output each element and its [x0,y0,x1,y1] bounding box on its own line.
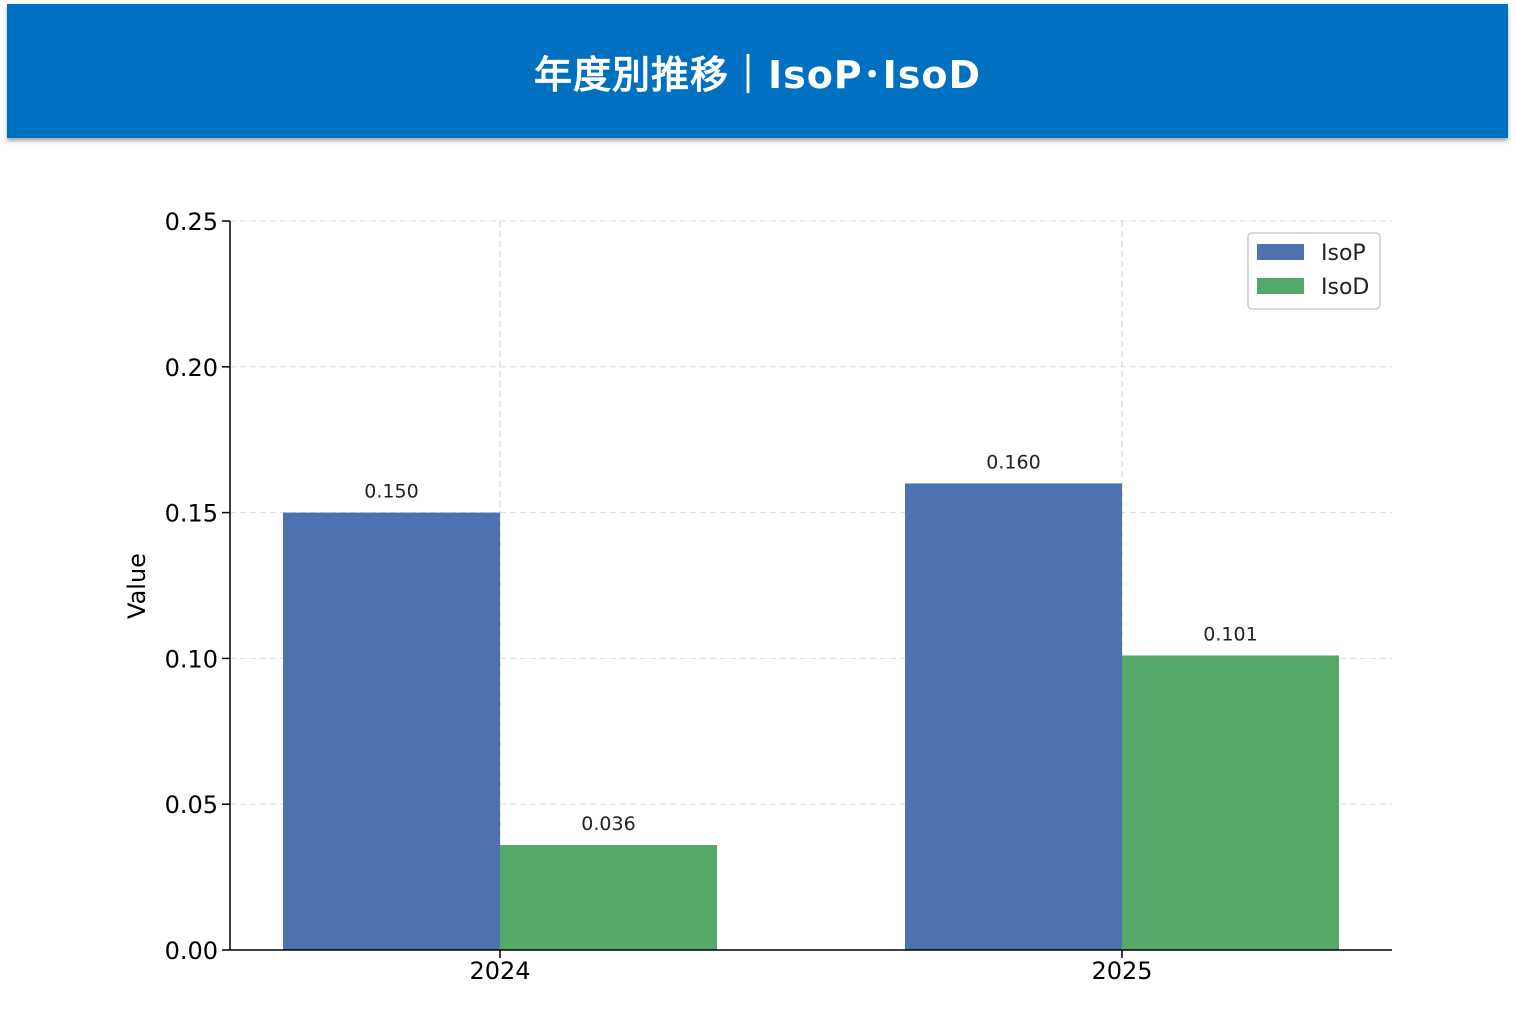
data-label: 0.160 [986,451,1040,473]
data-label: 0.150 [364,481,418,503]
page-title: 年度別推移｜IsoP･IsoD [533,52,982,97]
y-tick-label: 0.15 [165,500,218,528]
legend-swatch-isod [1257,278,1304,294]
bar-isod-2025 [1122,655,1339,950]
bar-layer [283,483,1339,950]
x-tick-label: 2024 [469,957,530,985]
y-axis-label: Value [123,553,151,619]
label-layer: 0.00 0.05 0.10 0.15 0.20 0.25 0.150 0.036 2024 0.… [123,208,1258,985]
legend: IsoP IsoD [1247,232,1381,310]
bar-isod-2024 [500,845,717,950]
y-tick-label: 0.25 [165,208,218,236]
y-tick-label: 0.00 [165,937,218,965]
bar-isop-2025 [905,483,1122,950]
legend-label-isod: IsoD [1321,275,1369,300]
legend-label-isop: IsoP [1321,241,1366,266]
legend-swatch-isop [1257,244,1304,260]
axis-layer [222,220,1392,958]
bar-isop-2024 [283,512,500,950]
y-tick-label: 0.10 [165,645,218,673]
header-banner: 年度別推移｜IsoP･IsoD [7,4,1508,138]
y-tick-label: 0.20 [165,354,218,382]
y-tick-label: 0.05 [165,791,218,819]
data-label: 0.101 [1203,623,1257,645]
x-tick-label: 2025 [1091,957,1152,985]
data-label: 0.036 [581,813,635,835]
